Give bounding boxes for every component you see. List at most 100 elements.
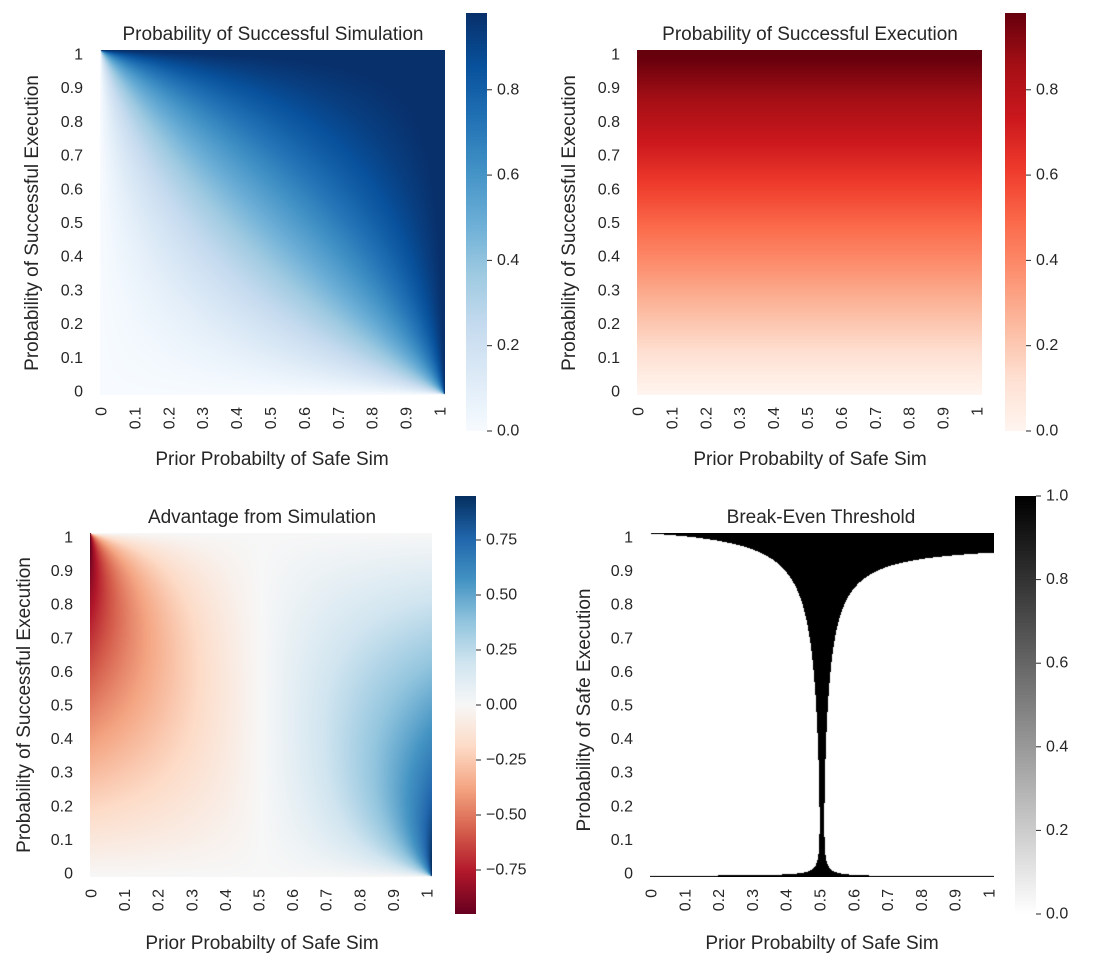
y-tick-label: 0.4 (51, 731, 73, 748)
y-tick-label: 0.1 (611, 832, 633, 849)
y-tick-label: 0.4 (61, 249, 83, 266)
colorbar-tick-label: 0.6 (1036, 167, 1058, 184)
panel3-y-ticks: 0 0.1 0.2 0.3 0.4 0.5 0.6 0.7 0.8 0.9 1 (51, 530, 73, 883)
panel4-y-label: Probability of Safe Execution (574, 589, 595, 832)
panel2-y-label: Probability of Successful Execution (559, 75, 580, 371)
y-tick-label: 1 (64, 530, 73, 547)
panel4-colorbar-ticks: 1.0 0.8 0.6 0.4 0.2 0.0 (1036, 488, 1068, 923)
x-tick-label: 0.1 (677, 889, 694, 911)
y-tick-label: 0.1 (598, 350, 620, 367)
panel-advantage: Advantage from Simulation 0 0.1 0.2 0.3 0.4 0… (14, 496, 527, 954)
panel2-heatmap (637, 50, 982, 395)
panel1-x-ticks: 0 0.1 0.2 0.3 0.4 0.5 0.6 0.7 0.8 0.9 1 (94, 407, 450, 429)
y-tick-label: 0.9 (611, 563, 633, 580)
x-tick-label: 0.7 (880, 889, 897, 911)
panel3-title: Advantage from Simulation (148, 507, 376, 528)
x-tick-label: 0 (84, 889, 101, 898)
x-tick-label: 0.5 (252, 889, 269, 911)
y-tick-label: 0 (624, 866, 633, 883)
panel3-x-label: Prior Probabilty of Safe Sim (145, 933, 378, 954)
y-tick-label: 1 (74, 47, 83, 64)
y-tick-label: 0.7 (61, 148, 83, 165)
y-tick-label: 0 (74, 384, 83, 401)
colorbar-tick-label: 1.0 (1046, 488, 1068, 505)
colorbar-tick-label: 0.2 (497, 337, 519, 354)
x-tick-label: 1 (970, 407, 987, 416)
colorbar-tick-label: 0.0 (1046, 906, 1068, 923)
x-tick-label: 0 (631, 407, 648, 416)
y-tick-label: 0.3 (61, 282, 83, 299)
x-tick-label: 0.5 (813, 889, 830, 911)
y-tick-label: 0.5 (51, 698, 73, 715)
x-tick-label: 0.6 (846, 889, 863, 911)
x-tick-label: 0.7 (319, 889, 336, 911)
panel2-colorbar (1005, 13, 1026, 431)
y-tick-label: 0 (64, 866, 73, 883)
colorbar-tick-label: 0.4 (1036, 252, 1058, 269)
y-tick-label: 0.6 (611, 664, 633, 681)
panel3-colorbar (455, 496, 476, 914)
colorbar-tick-label: 0.25 (486, 642, 517, 659)
panel4-title: Break-Even Threshold (727, 507, 916, 528)
y-tick-label: 0.2 (611, 798, 633, 815)
colorbar-tick-label: 0.0 (497, 423, 519, 440)
panel4-y-ticks: 0 0.1 0.2 0.3 0.4 0.5 0.6 0.7 0.8 0.9 1 (611, 530, 633, 883)
colorbar-tick-label: 0.4 (1046, 738, 1068, 755)
panel-break-even: Break-Even Threshold 0 0.1 0.2 0.3 0.4 0.5 0.6… (574, 488, 1068, 955)
x-tick-label: 0.8 (914, 889, 931, 911)
colorbar-tick-label: 0.8 (497, 81, 519, 98)
x-tick-label: 0.6 (834, 407, 851, 429)
colorbar-tick-label: 0.50 (486, 587, 517, 604)
x-tick-label: 0.7 (868, 407, 885, 429)
colorbar-tick-label: 0.8 (1046, 571, 1068, 588)
colorbar-tick-label: 0.0 (1036, 423, 1058, 440)
x-tick-label: 0.4 (779, 889, 796, 911)
panel1-title: Probability of Successful Simulation (123, 24, 424, 45)
x-tick-label: 0.4 (218, 889, 235, 911)
y-tick-label: 0.1 (61, 350, 83, 367)
x-tick-label: 0.1 (117, 889, 134, 911)
colorbar-tick-label: −0.50 (486, 807, 527, 824)
y-tick-label: 0.2 (61, 316, 83, 333)
panel3-y-label: Probability of Successful Execution (14, 557, 35, 853)
colorbar-tick-label: 0.8 (1036, 81, 1058, 98)
colorbar-tick-label: 0.2 (1046, 822, 1068, 839)
y-tick-label: 0.3 (51, 765, 73, 782)
colorbar-tick-label: −0.25 (486, 752, 527, 769)
y-tick-label: 0.7 (51, 630, 73, 647)
panel2-y-ticks: 0 0.1 0.2 0.3 0.4 0.5 0.6 0.7 0.8 0.9 1 (598, 47, 620, 401)
x-tick-label: 0.8 (365, 407, 382, 429)
panel2-x-label: Prior Probabilty of Safe Sim (693, 449, 926, 470)
colorbar-tick-label: 0.4 (497, 252, 519, 269)
x-tick-label: 0.5 (800, 407, 817, 429)
panel2-x-ticks: 0 0.1 0.2 0.3 0.4 0.5 0.6 0.7 0.8 0.9 1 (631, 407, 987, 429)
panel4-heatmap (650, 533, 994, 877)
panel2-colorbar-ticks: 0.0 0.2 0.4 0.6 0.8 (1026, 81, 1058, 440)
x-tick-label: 0.2 (711, 889, 728, 911)
colorbar-tick-label: 0.6 (1046, 655, 1068, 672)
panel3-x-ticks: 0 0.1 0.2 0.3 0.4 0.5 0.6 0.7 0.8 0.9 1 (84, 889, 437, 911)
y-tick-label: 0.5 (598, 215, 620, 232)
x-tick-label: 0.9 (399, 407, 416, 429)
y-tick-label: 0.4 (598, 249, 620, 266)
panel1-colorbar-ticks: 0.0 0.2 0.4 0.6 0.8 (487, 81, 519, 440)
y-tick-label: 0.8 (611, 597, 633, 614)
x-tick-label: 0.9 (386, 889, 403, 911)
panel4-x-label: Prior Probabilty of Safe Sim (705, 933, 938, 954)
y-tick-label: 1 (624, 530, 633, 547)
x-tick-label: 0.3 (195, 407, 212, 429)
panel4-colorbar (1015, 496, 1036, 914)
colorbar-tick-label: −0.75 (486, 862, 527, 879)
x-tick-label: 0.8 (352, 889, 369, 911)
panel1-heatmap (100, 50, 445, 395)
x-tick-label: 0.9 (948, 889, 965, 911)
y-tick-label: 0.6 (61, 181, 83, 198)
x-tick-label: 0.3 (184, 889, 201, 911)
y-tick-label: 0.2 (598, 316, 620, 333)
x-tick-label: 0.3 (732, 407, 749, 429)
colorbar-tick-label: 0.2 (1036, 337, 1058, 354)
x-tick-label: 1 (433, 407, 450, 416)
y-tick-label: 0.7 (598, 148, 620, 165)
y-tick-label: 0.6 (598, 181, 620, 198)
x-tick-label: 0.5 (263, 407, 280, 429)
